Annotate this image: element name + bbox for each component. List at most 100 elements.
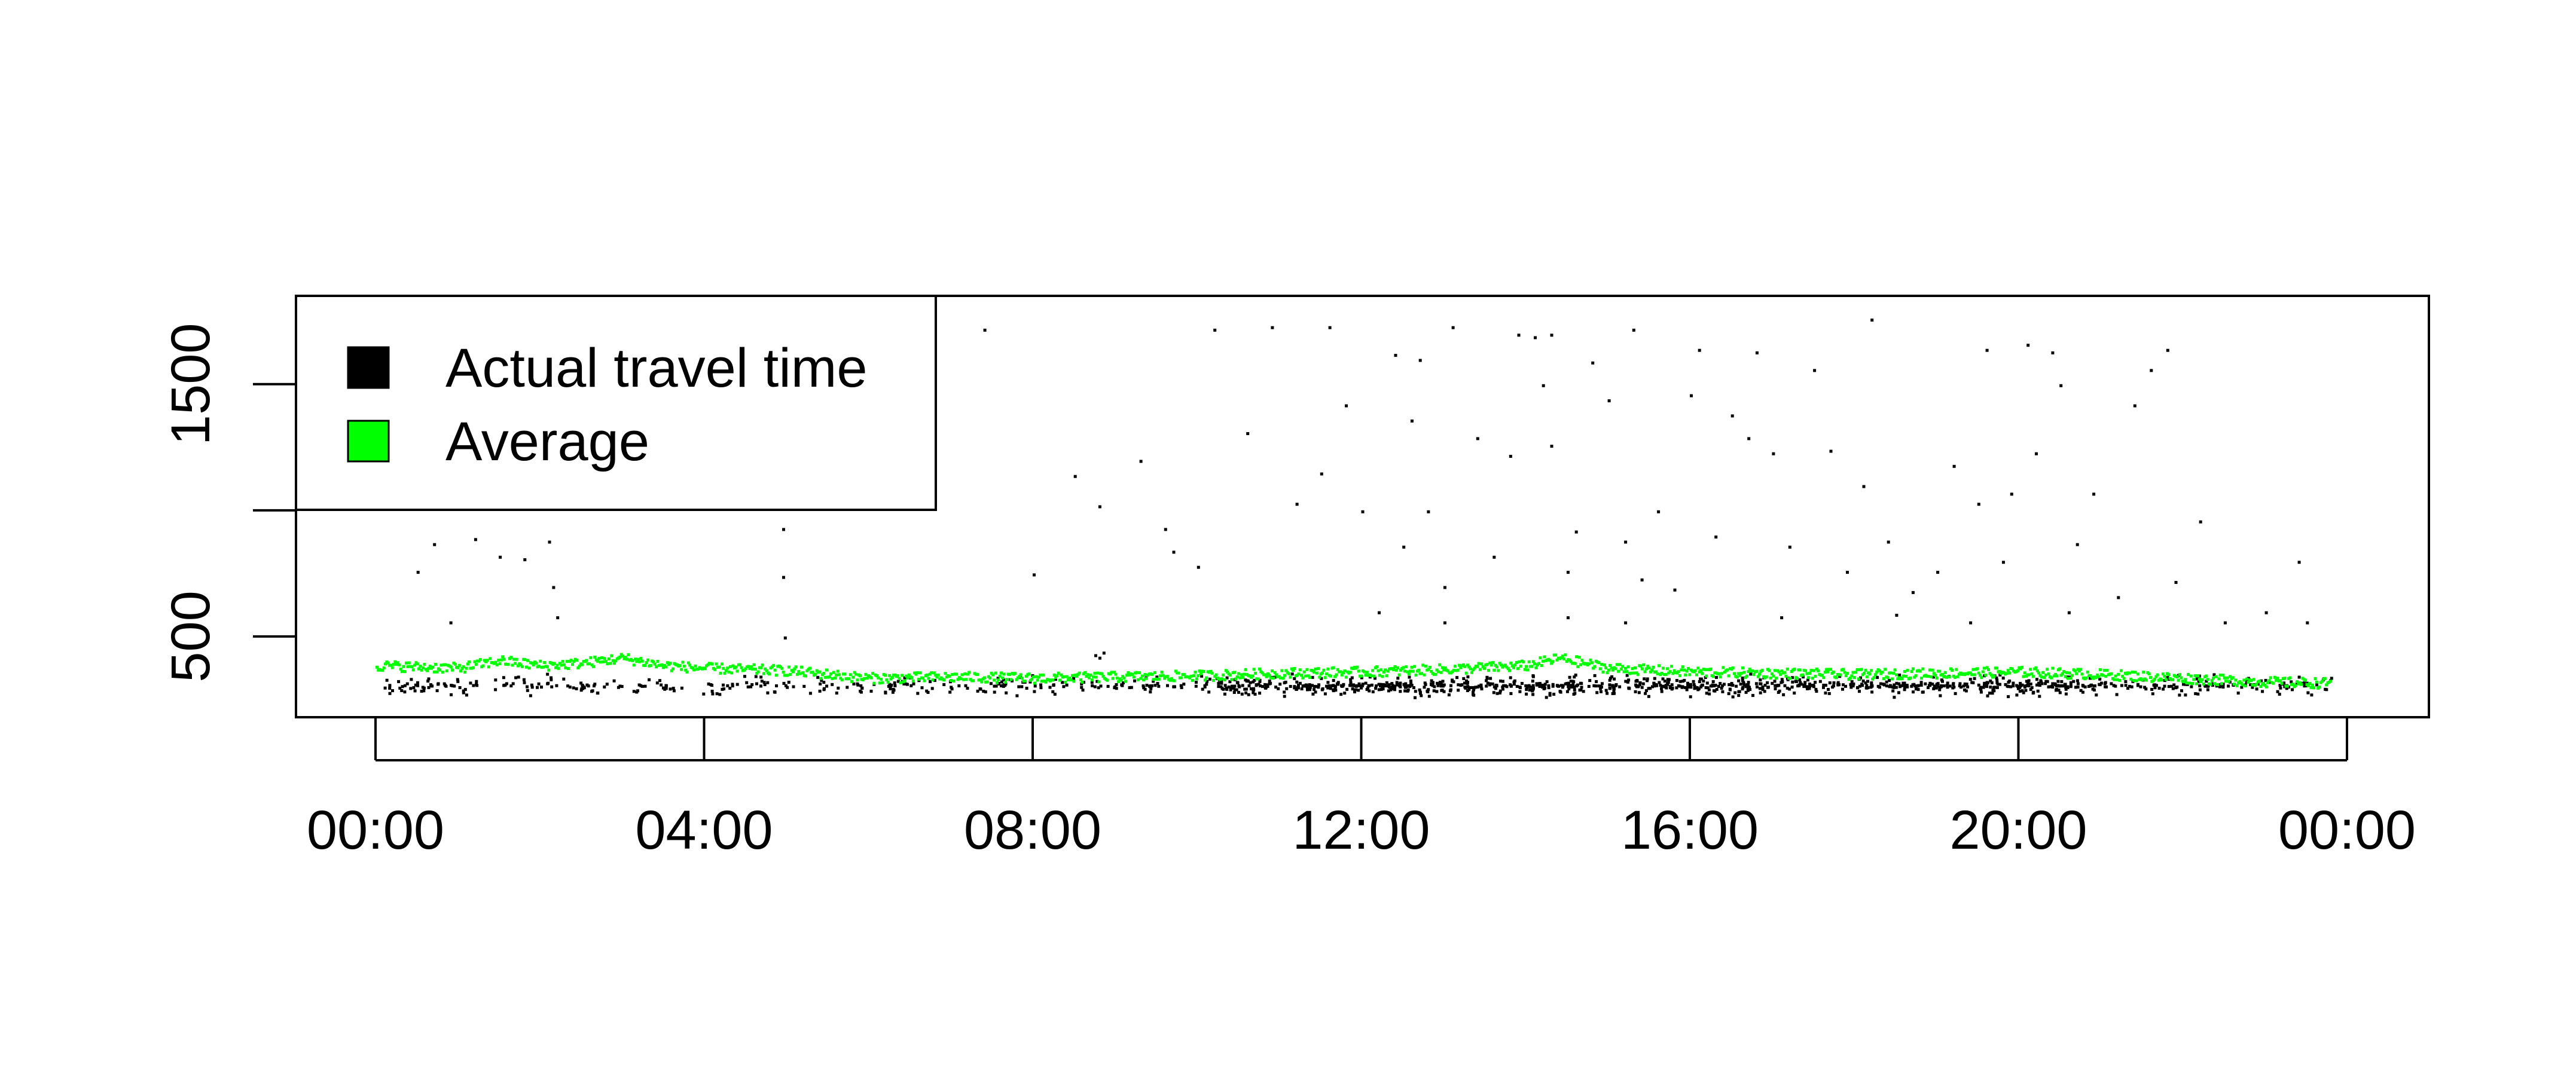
point-actual <box>837 686 840 690</box>
point-actual <box>2249 683 2253 687</box>
point-average <box>495 663 499 666</box>
point-average <box>2252 678 2255 681</box>
point-average <box>1086 673 1089 677</box>
point-average <box>1615 663 1619 666</box>
point-actual <box>1489 677 1493 680</box>
point-actual <box>1559 690 1562 694</box>
point-average <box>1199 672 1202 675</box>
point-average <box>1067 678 1070 681</box>
point-actual <box>1627 686 1631 690</box>
point-average <box>2010 667 2014 671</box>
point-average <box>1951 669 1954 672</box>
point-average <box>2058 667 2062 671</box>
point-actual <box>637 683 641 687</box>
point-average <box>2097 675 2101 678</box>
point-actual <box>1253 693 1257 696</box>
point-average <box>1379 668 1383 672</box>
point-actual <box>1306 688 1309 692</box>
point-actual <box>1644 692 1647 695</box>
point-average <box>1806 676 1810 680</box>
point-average <box>515 657 518 661</box>
point-actual <box>1073 475 1077 478</box>
point-average <box>1252 668 1256 671</box>
point-actual <box>1870 681 1873 684</box>
point-average <box>1647 666 1651 669</box>
point-average <box>1906 669 1909 672</box>
point-average <box>1495 665 1498 669</box>
point-actual <box>1766 681 1769 684</box>
point-actual <box>1919 681 1923 684</box>
point-actual <box>754 675 758 678</box>
point-average <box>445 669 448 672</box>
point-actual <box>1172 550 1176 554</box>
point-average <box>972 679 975 683</box>
point-average <box>444 663 447 666</box>
point-actual <box>1440 684 1444 687</box>
point-actual <box>1385 681 1388 684</box>
point-actual <box>1387 683 1391 687</box>
point-average <box>740 666 743 669</box>
point-average <box>562 663 566 666</box>
point-actual <box>2297 561 2301 564</box>
point-average <box>459 669 463 673</box>
point-average <box>1283 674 1286 677</box>
point-actual <box>1233 688 1237 692</box>
point-average <box>1843 671 1846 674</box>
point-average <box>1869 669 1873 672</box>
point-average <box>1639 664 1643 668</box>
point-average <box>1705 674 1708 678</box>
point-average <box>955 672 959 676</box>
point-average <box>2142 671 2145 674</box>
point-actual <box>572 686 575 690</box>
point-actual <box>2279 686 2282 690</box>
point-actual <box>2035 683 2038 687</box>
point-average <box>1263 673 1267 677</box>
point-actual <box>1634 683 1638 687</box>
point-average <box>539 659 542 663</box>
point-actual <box>825 684 829 688</box>
point-actual <box>1423 681 1427 685</box>
point-average <box>2052 674 2056 678</box>
point-average <box>1928 668 1931 672</box>
point-actual <box>450 684 453 687</box>
point-actual <box>1266 683 1269 687</box>
point-average <box>1865 675 1869 678</box>
point-actual <box>1842 683 1845 687</box>
point-actual <box>2324 687 2327 691</box>
point-actual <box>1321 687 1324 690</box>
point-actual <box>896 680 900 683</box>
point-average <box>1839 673 1842 677</box>
point-actual <box>1293 685 1296 689</box>
point-average <box>411 668 415 672</box>
point-average <box>1078 671 1081 675</box>
point-average <box>1251 674 1255 678</box>
point-average <box>1684 673 1687 677</box>
point-actual <box>1846 571 1849 574</box>
point-actual <box>1314 690 1317 694</box>
point-actual <box>2223 621 2227 625</box>
point-actual <box>2174 686 2178 690</box>
point-actual <box>2198 688 2202 692</box>
point-average <box>1934 674 1937 677</box>
point-actual <box>1693 685 1696 688</box>
point-average <box>2073 669 2077 672</box>
point-actual <box>1582 690 1585 693</box>
point-average <box>460 666 464 670</box>
point-actual <box>472 684 475 687</box>
point-actual <box>1786 686 1789 690</box>
point-actual <box>1985 685 1988 689</box>
point-actual <box>1491 682 1494 686</box>
point-actual <box>526 689 529 692</box>
point-actual <box>456 680 460 683</box>
point-actual <box>1588 679 1592 683</box>
point-average <box>1726 668 1729 672</box>
point-actual <box>1427 510 1430 513</box>
point-actual <box>1985 683 1989 687</box>
point-actual <box>1774 687 1777 690</box>
point-average <box>801 671 805 675</box>
point-actual <box>925 689 929 693</box>
point-actual <box>1090 681 1094 684</box>
point-actual <box>648 678 651 681</box>
point-actual <box>2205 680 2208 683</box>
point-actual <box>1476 686 1479 689</box>
